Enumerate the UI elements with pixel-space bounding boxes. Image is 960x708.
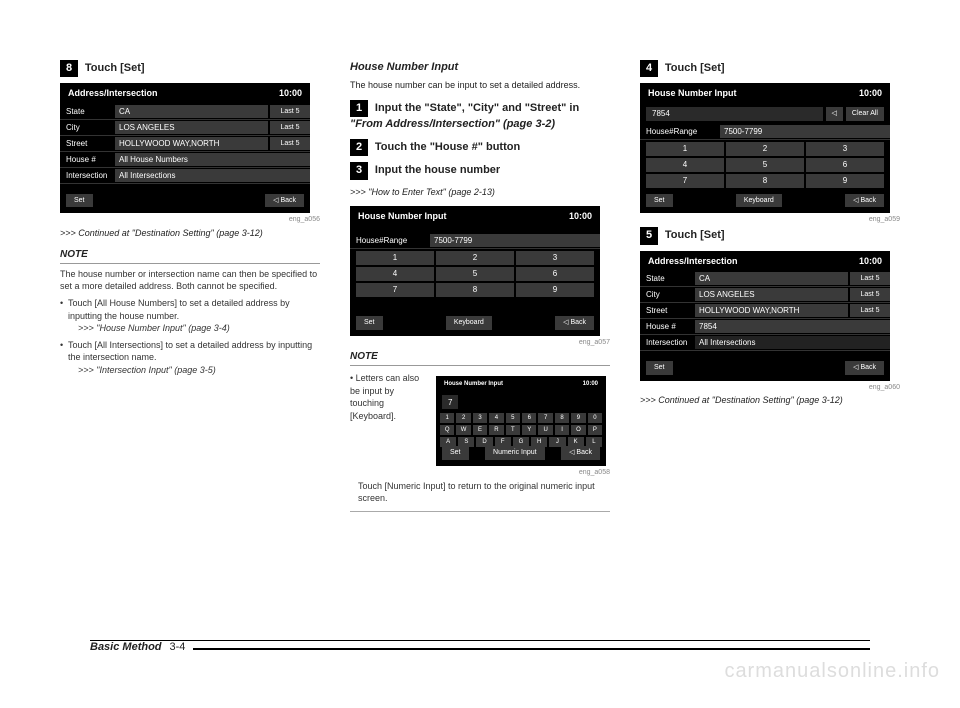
screen-title: Address/Intersection	[68, 87, 158, 100]
set-button: Set	[66, 194, 93, 208]
step-2: 2 Touch the "House #" button	[350, 139, 610, 156]
numeric-keypad: 123 456 789	[350, 249, 600, 299]
nav-screen-address: Address/Intersection 10:00 StateCALast 5…	[60, 83, 310, 213]
step-label: Touch [Set]	[85, 62, 145, 74]
column-2: House Number Input The house number can …	[350, 60, 610, 518]
note-body: The house number or intersection name ca…	[60, 268, 320, 377]
back-button: ◁ Back	[265, 194, 304, 208]
step-5: 5 Touch [Set]	[640, 227, 900, 244]
step-1: 1 Input the "State", "City" and "Street"…	[350, 100, 610, 133]
note-item: Touch [All Intersections] to set a detai…	[60, 339, 320, 377]
nav-screen-house-number-set: House Number Input10:00 7854◁Clear All H…	[640, 83, 890, 213]
note-title: NOTE	[350, 350, 610, 366]
column-3: 4 Touch [Set] House Number Input10:00 78…	[640, 60, 900, 518]
screen-time: 10:00	[279, 87, 302, 100]
footer-page: 3-4	[170, 641, 186, 653]
image-id: eng_a057	[350, 338, 610, 348]
note-with-image: • Letters can also be input by touching …	[350, 372, 610, 466]
step-label: Input the "State", "City" and "Street" i…	[350, 102, 579, 130]
step-8: 8 Touch [Set]	[60, 60, 320, 77]
image-id: eng_a058	[350, 468, 610, 478]
note-footer: Touch [Numeric Input] to return to the o…	[350, 480, 610, 505]
footer-section: Basic Method	[90, 641, 162, 653]
screen-header: Address/Intersection 10:00	[60, 83, 310, 104]
step-number: 1	[350, 100, 368, 117]
numeric-keypad: 123 456 789	[640, 140, 890, 190]
image-id: eng_a060	[640, 383, 900, 393]
step-3: 3 Input the house number	[350, 162, 610, 179]
page: 8 Touch [Set] Address/Intersection 10:00…	[0, 0, 960, 518]
step-number: 8	[60, 60, 78, 77]
reference-text: >>> Continued at "Destination Setting" (…	[60, 227, 320, 240]
nav-screen-keyboard: House Number Input10:00 7 1234567890 QWE…	[436, 376, 606, 466]
image-id: eng_a059	[640, 215, 900, 225]
section-intro: The house number can be input to set a d…	[350, 79, 610, 92]
screen-row: StateCALast 5	[60, 104, 310, 120]
note-title: NOTE	[60, 248, 320, 264]
nav-screen-house-number: House Number Input10:00 House#Range7500-…	[350, 206, 600, 336]
note-item: Touch [All House Numbers] to set a detai…	[60, 297, 320, 335]
page-footer: Basic Method 3-4	[90, 640, 870, 653]
image-id: eng_a056	[60, 215, 320, 225]
watermark: carmanualsonline.info	[724, 660, 940, 683]
separator	[350, 511, 610, 512]
nav-screen-address-final: Address/Intersection10:00 StateCALast 5 …	[640, 251, 890, 381]
column-1: 8 Touch [Set] Address/Intersection 10:00…	[60, 60, 320, 518]
reference-text: >>> Continued at "Destination Setting" (…	[640, 394, 900, 407]
section-heading: House Number Input	[350, 60, 610, 75]
reference-text: >>> "How to Enter Text" (page 2-13)	[350, 186, 610, 199]
step-4: 4 Touch [Set]	[640, 60, 900, 77]
